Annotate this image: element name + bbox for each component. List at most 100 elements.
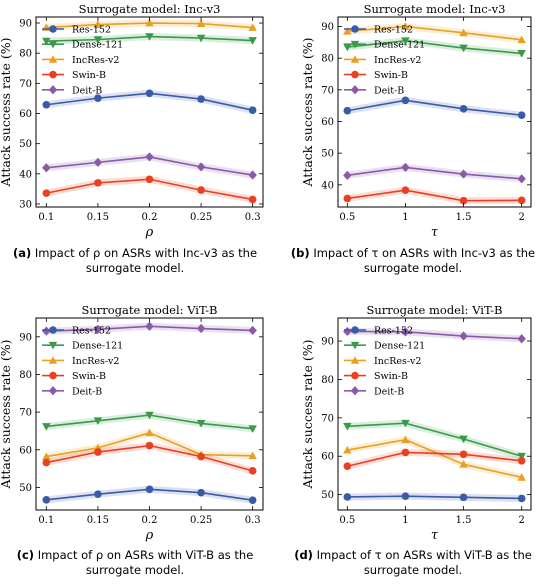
data-point bbox=[401, 22, 410, 30]
data-point bbox=[42, 37, 51, 46]
x-tick-label: 0.3 bbox=[245, 212, 261, 223]
chart-title: Surrogate model: Inc-v3 bbox=[364, 2, 506, 16]
y-tick-label: 80 bbox=[321, 375, 334, 386]
data-point bbox=[517, 111, 526, 119]
x-tick-label: 1.5 bbox=[456, 515, 472, 526]
data-point bbox=[196, 420, 206, 428]
legend-label: Deit-B bbox=[374, 386, 404, 397]
data-point bbox=[94, 94, 102, 102]
data-point bbox=[459, 460, 468, 468]
x-tick-label: 0.3 bbox=[245, 515, 261, 526]
legend-label: IncRes-v2 bbox=[374, 356, 421, 367]
legend-marker bbox=[48, 341, 58, 350]
x-axis-label: ρ bbox=[145, 528, 154, 543]
data-point bbox=[145, 152, 154, 162]
legend-label: Swin-B bbox=[374, 371, 408, 382]
y-tick-label: 60 bbox=[19, 445, 32, 456]
data-point bbox=[197, 488, 205, 497]
caption-a: (a) Impact of ρ on ASRs with Inc-v3 as t… bbox=[10, 246, 260, 276]
x-tick-label: 0.2 bbox=[142, 515, 158, 526]
series-line bbox=[347, 166, 522, 180]
legend-label: Deit-B bbox=[374, 85, 404, 96]
caption-label: (d) bbox=[294, 548, 313, 562]
data-point bbox=[42, 458, 51, 467]
data-point bbox=[93, 36, 103, 44]
data-point bbox=[517, 494, 526, 503]
legend-label: Swin-B bbox=[72, 70, 106, 81]
legend-label: Res-152 bbox=[374, 25, 413, 36]
data-point bbox=[401, 37, 410, 45]
y-tick-label: 50 bbox=[321, 490, 334, 501]
chart-panel-d: Surrogate model: ViT-B 0.5 1 1.5 2 50 60 70 80 90… bbox=[300, 303, 532, 543]
y-axis-label: Attack success rate (%) bbox=[0, 340, 13, 490]
legend-label: Deit-B bbox=[72, 386, 102, 397]
series-line bbox=[347, 99, 522, 116]
x-tick-label: 0.1 bbox=[38, 515, 54, 526]
data-point bbox=[459, 331, 468, 341]
chart-panel-a: Surrogate model: Inc-v3 0.1 0.15 0.2 0.25 0.3… bbox=[0, 2, 264, 240]
data-point bbox=[94, 490, 102, 498]
legend-marker bbox=[48, 386, 58, 396]
x-tick-label: 2 bbox=[519, 515, 525, 526]
data-point bbox=[93, 20, 103, 28]
x-tick-label: 0.25 bbox=[190, 515, 212, 526]
legend-label: IncRes-v2 bbox=[72, 356, 119, 367]
data-point bbox=[401, 162, 410, 173]
series-line bbox=[347, 189, 522, 202]
legend-marker bbox=[350, 55, 360, 63]
data-point bbox=[517, 196, 526, 205]
legend-marker bbox=[48, 356, 58, 364]
legend-label: IncRes-v2 bbox=[72, 55, 119, 66]
legend-marker bbox=[49, 25, 57, 33]
data-point bbox=[145, 33, 154, 41]
legend-marker bbox=[49, 326, 57, 334]
data-point bbox=[145, 321, 154, 331]
chart-panel-c: Surrogate model: ViT-B 0.1 0.15 0.2 0.25 0.3 5… bbox=[0, 303, 264, 543]
series-line bbox=[347, 422, 522, 458]
y-tick-label: 90 bbox=[19, 332, 32, 343]
data-point bbox=[42, 423, 51, 431]
data-point bbox=[196, 162, 206, 172]
legend-marker bbox=[48, 55, 58, 63]
data-point bbox=[517, 473, 526, 481]
data-point bbox=[401, 492, 410, 500]
data-point bbox=[401, 435, 410, 444]
data-point bbox=[93, 157, 103, 167]
data-point bbox=[42, 452, 51, 460]
caption-b: (b) Impact of τ on ASRs with Inc-v3 as t… bbox=[288, 246, 538, 276]
data-point bbox=[343, 493, 352, 501]
y-tick-label: 70 bbox=[19, 79, 32, 90]
series-line bbox=[347, 25, 522, 41]
data-point bbox=[401, 419, 410, 428]
y-tick-label: 50 bbox=[19, 483, 32, 494]
plot-frame bbox=[337, 317, 532, 511]
data-point bbox=[459, 450, 468, 459]
x-axis-label: τ bbox=[431, 225, 439, 240]
data-point bbox=[517, 50, 526, 58]
legend-marker bbox=[49, 371, 57, 380]
plot-frame bbox=[337, 16, 532, 208]
legend-label: Dense-121 bbox=[72, 341, 123, 352]
series-line bbox=[347, 39, 522, 55]
legend-label: Dense-121 bbox=[374, 341, 425, 352]
series-line bbox=[347, 451, 522, 468]
data-point bbox=[196, 19, 206, 27]
legend-label: Res-152 bbox=[72, 25, 111, 36]
legend-marker bbox=[351, 371, 359, 380]
legend-label: Dense-121 bbox=[72, 40, 123, 51]
legend-label: IncRes-v2 bbox=[374, 55, 421, 66]
x-tick-label: 0.1 bbox=[38, 212, 54, 223]
legend-marker bbox=[350, 386, 360, 396]
y-tick-label: 60 bbox=[321, 117, 334, 128]
x-tick-label: 1 bbox=[402, 515, 408, 526]
legend-marker bbox=[350, 341, 360, 350]
data-point bbox=[248, 325, 257, 336]
caption-label: (a) bbox=[12, 246, 32, 260]
data-point bbox=[145, 18, 154, 27]
data-point bbox=[248, 106, 257, 114]
data-point bbox=[248, 425, 257, 433]
data-point bbox=[459, 493, 468, 502]
y-axis-label: Attack success rate (%) bbox=[300, 38, 315, 188]
data-point bbox=[459, 169, 468, 179]
data-point bbox=[343, 106, 352, 115]
